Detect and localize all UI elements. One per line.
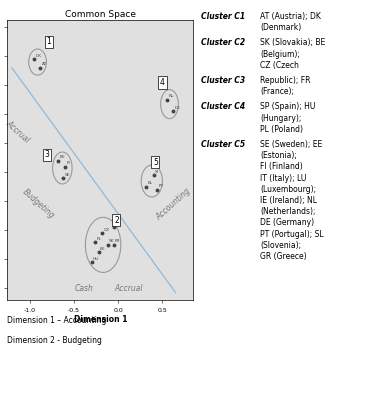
- Text: (Slovenia);: (Slovenia);: [260, 241, 302, 250]
- Text: FI (Finland): FI (Finland): [260, 162, 303, 171]
- Text: GR (Greece): GR (Greece): [260, 252, 307, 261]
- Text: AT: AT: [42, 62, 47, 66]
- Text: FR: FR: [115, 240, 121, 244]
- Text: Accrual: Accrual: [115, 284, 143, 293]
- Text: 3: 3: [45, 150, 50, 160]
- Text: Republic); FR: Republic); FR: [260, 76, 311, 85]
- Text: (Denmark): (Denmark): [260, 23, 302, 32]
- Text: IT (Italy); LU: IT (Italy); LU: [260, 174, 307, 182]
- Text: DK: DK: [35, 54, 41, 58]
- Text: SP (Spain); HU: SP (Spain); HU: [260, 102, 316, 111]
- Text: Cluster C5: Cluster C5: [201, 140, 245, 149]
- Text: Budgeting: Budgeting: [21, 188, 56, 221]
- Text: CZ: CZ: [103, 228, 109, 232]
- Text: EL: EL: [148, 181, 153, 185]
- Text: PL: PL: [96, 236, 102, 240]
- Text: AT (Austria); DK: AT (Austria); DK: [260, 12, 321, 21]
- Text: (Hungary);: (Hungary);: [260, 114, 302, 122]
- Text: 2: 2: [114, 216, 119, 225]
- Text: Cluster C1: Cluster C1: [201, 12, 245, 21]
- Text: SE (Sweden); EE: SE (Sweden); EE: [260, 140, 323, 149]
- Text: SK: SK: [109, 240, 114, 244]
- Text: SE: SE: [65, 173, 70, 177]
- Text: DE: DE: [174, 106, 180, 110]
- Text: (France);: (France);: [260, 87, 294, 96]
- Text: 5: 5: [153, 158, 158, 167]
- Text: 1: 1: [47, 37, 51, 46]
- Text: SI: SI: [155, 170, 159, 174]
- Text: NL: NL: [168, 94, 174, 98]
- Text: PL (Poland): PL (Poland): [260, 125, 304, 134]
- Text: BE: BE: [59, 155, 65, 159]
- Text: 4: 4: [160, 78, 165, 87]
- Text: HU: HU: [93, 257, 99, 261]
- Text: Dimension 2 - Budgeting: Dimension 2 - Budgeting: [7, 336, 102, 345]
- Text: Cluster C3: Cluster C3: [201, 76, 245, 85]
- Text: Cluster C2: Cluster C2: [201, 38, 245, 48]
- Text: DE (Germany): DE (Germany): [260, 218, 314, 227]
- X-axis label: Dimension 1: Dimension 1: [74, 316, 127, 324]
- Text: Dimension 1 – Accounting: Dimension 1 – Accounting: [7, 316, 107, 325]
- Text: (Belgium);: (Belgium);: [260, 50, 300, 59]
- Text: Cash: Cash: [75, 284, 94, 293]
- Text: (Netherlands);: (Netherlands);: [260, 207, 316, 216]
- Text: PT (Portugal); SL: PT (Portugal); SL: [260, 230, 324, 238]
- Text: (Luxembourg);: (Luxembourg);: [260, 185, 317, 194]
- Text: PT: PT: [158, 184, 164, 188]
- Text: ES: ES: [115, 222, 121, 226]
- Title: Common Space: Common Space: [65, 10, 136, 19]
- Text: Accrual: Accrual: [4, 119, 32, 144]
- Text: Accounting: Accounting: [154, 186, 192, 222]
- Text: SK (Slovakia); BE: SK (Slovakia); BE: [260, 38, 326, 48]
- Text: FI: FI: [66, 161, 70, 165]
- Text: (Estonia);: (Estonia);: [260, 151, 297, 160]
- Text: CZ (Czech: CZ (Czech: [260, 61, 299, 70]
- Text: Cluster C4: Cluster C4: [201, 102, 245, 111]
- Text: BE: BE: [100, 247, 106, 251]
- Text: IE (Ireland); NL: IE (Ireland); NL: [260, 196, 317, 205]
